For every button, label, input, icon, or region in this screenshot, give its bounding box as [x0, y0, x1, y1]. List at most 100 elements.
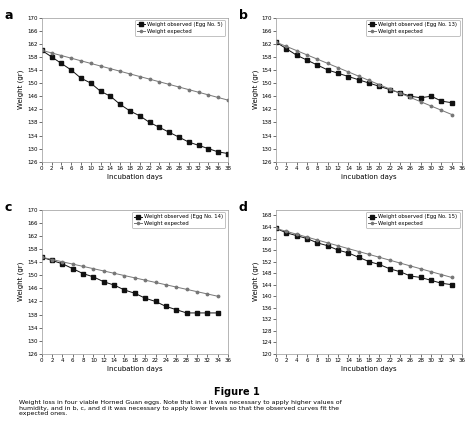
- Weight observed (Egg No. 13): [408, 94, 413, 99]
- Weight observed (Egg No. 5): [156, 125, 162, 130]
- Weight observed (Egg No. 14): [49, 258, 55, 263]
- Weight observed (Egg No. 13): [449, 100, 455, 105]
- Weight observed (Egg No. 15): [304, 236, 310, 241]
- Weight expected: [196, 90, 201, 95]
- Weight observed (Egg No. 14): [142, 295, 148, 301]
- Weight observed (Egg No. 14): [204, 310, 210, 316]
- Weight expected: [408, 264, 413, 269]
- Weight expected: [122, 273, 128, 278]
- Weight expected: [346, 246, 351, 251]
- Weight expected: [283, 44, 289, 49]
- Weight observed (Egg No. 5): [68, 67, 74, 73]
- Text: a: a: [4, 9, 13, 22]
- Weight expected: [111, 271, 117, 276]
- Weight expected: [88, 61, 93, 66]
- Weight expected: [418, 266, 424, 271]
- Weight observed (Egg No. 15): [283, 230, 289, 236]
- Weight expected: [68, 55, 74, 61]
- Weight expected: [397, 260, 403, 266]
- Weight expected: [108, 66, 113, 71]
- Weight observed (Egg No. 14): [194, 310, 200, 316]
- Weight observed (Egg No. 13): [273, 39, 279, 45]
- Weight observed (Egg No. 13): [294, 52, 300, 58]
- Weight expected: [418, 99, 424, 104]
- Weight observed (Egg No. 15): [397, 269, 403, 274]
- Weight expected: [101, 268, 107, 274]
- Weight expected: [428, 104, 434, 109]
- Weight observed (Egg No. 14): [132, 291, 137, 296]
- Weight expected: [294, 232, 300, 237]
- Weight observed (Egg No. 14): [60, 261, 65, 267]
- Weight observed (Egg No. 14): [91, 274, 96, 280]
- Weight observed (Egg No. 5): [127, 108, 133, 114]
- Weight expected: [176, 84, 182, 90]
- Weight observed (Egg No. 14): [153, 299, 158, 304]
- Weight observed (Egg No. 13): [325, 67, 330, 73]
- Weight expected: [346, 69, 351, 75]
- Weight observed (Egg No. 15): [325, 243, 330, 248]
- Weight expected: [438, 272, 444, 277]
- Weight expected: [173, 284, 179, 290]
- Weight observed (Egg No. 5): [146, 120, 152, 125]
- Weight observed (Egg No. 5): [196, 143, 201, 148]
- Weight expected: [325, 240, 330, 246]
- Weight observed (Egg No. 5): [215, 149, 221, 155]
- Weight expected: [39, 255, 45, 260]
- Weight observed (Egg No. 15): [408, 274, 413, 279]
- Weight observed (Egg No. 13): [335, 71, 341, 76]
- X-axis label: Incubation days: Incubation days: [107, 173, 163, 180]
- Weight expected: [304, 52, 310, 58]
- Weight observed (Egg No. 5): [137, 113, 143, 118]
- Weight observed (Egg No. 13): [356, 77, 362, 83]
- Weight expected: [356, 249, 362, 254]
- Legend: Weight observed (Egg No. 14), Weight expected: Weight observed (Egg No. 14), Weight exp…: [132, 212, 225, 228]
- Line: Weight expected: Weight expected: [273, 226, 454, 280]
- Weight expected: [137, 74, 143, 79]
- Weight observed (Egg No. 5): [176, 135, 182, 140]
- Weight expected: [117, 69, 123, 74]
- Line: Weight observed (Egg No. 5): Weight observed (Egg No. 5): [40, 49, 230, 155]
- Weight expected: [335, 243, 341, 248]
- Weight expected: [449, 275, 455, 280]
- Weight expected: [204, 291, 210, 297]
- Weight expected: [273, 39, 279, 45]
- X-axis label: Incubation days: Incubation days: [107, 366, 163, 372]
- Weight expected: [194, 289, 200, 294]
- Weight expected: [397, 90, 403, 96]
- Weight expected: [215, 294, 220, 299]
- Weight expected: [335, 65, 341, 70]
- Weight observed (Egg No. 15): [294, 233, 300, 238]
- Text: d: d: [239, 201, 247, 214]
- Weight observed (Egg No. 5): [117, 102, 123, 107]
- Weight observed (Egg No. 15): [314, 240, 320, 246]
- Weight observed (Egg No. 13): [304, 58, 310, 63]
- Weight observed (Egg No. 5): [225, 151, 231, 156]
- Weight observed (Egg No. 15): [346, 250, 351, 256]
- Weight expected: [78, 58, 84, 63]
- Weight observed (Egg No. 5): [206, 146, 211, 151]
- X-axis label: Incubation days: Incubation days: [341, 366, 397, 372]
- Weight expected: [356, 73, 362, 79]
- Weight expected: [163, 282, 169, 288]
- Weight observed (Egg No. 5): [98, 89, 103, 94]
- Y-axis label: Weight (gr): Weight (gr): [18, 70, 24, 109]
- Weight expected: [283, 229, 289, 234]
- Weight observed (Egg No. 15): [273, 226, 279, 231]
- Line: Weight observed (Egg No. 14): Weight observed (Egg No. 14): [40, 256, 219, 315]
- Weight observed (Egg No. 13): [397, 90, 403, 96]
- Y-axis label: Weight (gr): Weight (gr): [252, 262, 258, 302]
- Weight expected: [91, 266, 96, 271]
- Weight observed (Egg No. 5): [88, 80, 93, 86]
- Weight observed (Egg No. 15): [366, 259, 372, 264]
- Y-axis label: Weight (gr): Weight (gr): [252, 70, 258, 109]
- Line: Weight expected: Weight expected: [273, 40, 454, 117]
- Weight expected: [184, 287, 190, 292]
- Weight expected: [387, 87, 392, 92]
- Line: Weight expected: Weight expected: [39, 48, 230, 103]
- Weight observed (Egg No. 13): [314, 62, 320, 68]
- Weight observed (Egg No. 5): [39, 48, 45, 53]
- Weight observed (Egg No. 5): [166, 130, 172, 135]
- Weight observed (Egg No. 13): [283, 46, 289, 51]
- Weight observed (Egg No. 5): [49, 54, 55, 59]
- Weight observed (Egg No. 15): [449, 282, 455, 287]
